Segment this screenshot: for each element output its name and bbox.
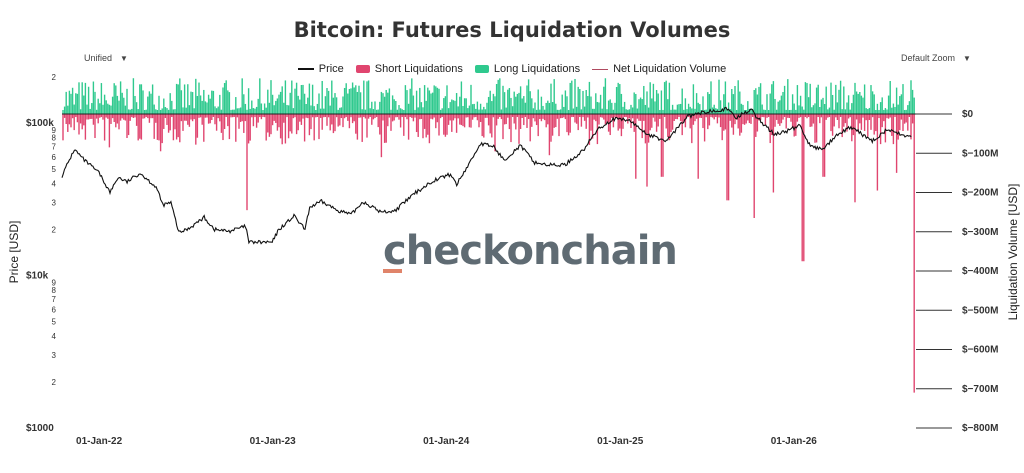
x-tick-label: 01-Jan-26 (771, 436, 818, 447)
unified-selector[interactable]: Unified ▼ (84, 53, 128, 63)
left-tick-label: 6 (52, 153, 57, 162)
zoom-selector-label: Default Zoom (901, 53, 956, 63)
right-tick-label: $0 (962, 109, 974, 120)
right-tick-label: $−100M (962, 148, 998, 159)
legend-block-swatch (474, 65, 489, 73)
right-tick-label: $−200M (962, 188, 998, 199)
watermark-underline (383, 269, 402, 273)
legend-block-swatch (355, 65, 370, 73)
right-tick-label: $−700M (962, 384, 998, 395)
left-tick-label: 9 (52, 126, 57, 135)
chart-legend: Price Short Liquidations Long Liquidatio… (0, 63, 1024, 75)
legend-label: Net Liquidation Volume (613, 63, 727, 75)
left-tick-label: 2 (52, 73, 57, 82)
right-tick-label: $−500M (962, 305, 998, 316)
left-tick-label: $100k (26, 118, 54, 129)
legend-item-net[interactable]: Net Liquidation Volume (592, 63, 726, 75)
left-tick-label: $1000 (26, 423, 54, 434)
left-tick-label: 4 (52, 180, 57, 189)
legend-line-swatch (297, 68, 314, 70)
left-tick-label: 4 (52, 332, 57, 341)
x-axis-ticks: 01-Jan-22 01-Jan-23 01-Jan-24 01-Jan-25 01-J… (76, 436, 817, 447)
left-tick-label: 7 (52, 143, 57, 152)
legend-label: Long Liquidations (493, 63, 581, 75)
left-tick-label: 9 (52, 278, 57, 287)
right-tick-label: $−400M (962, 266, 998, 277)
x-tick-label: 01-Jan-23 (250, 436, 297, 447)
left-tick-label: 3 (52, 351, 57, 360)
legend-label: Price (318, 63, 344, 75)
left-tick-label: 8 (52, 134, 57, 143)
unified-selector-label: Unified (84, 53, 113, 63)
x-tick-label: 01-Jan-24 (423, 436, 470, 447)
legend-item-price[interactable]: Price (297, 63, 344, 75)
chevron-down-icon: ▼ (120, 54, 128, 63)
right-tick-label: $−600M (962, 345, 998, 356)
left-tick-label: 7 (52, 295, 57, 304)
left-tick-label: 3 (52, 199, 57, 208)
chevron-down-icon: ▼ (963, 54, 971, 63)
right-tick-label: $−300M (962, 227, 998, 238)
legend-label: Short Liquidations (374, 63, 463, 75)
left-tick-label: 5 (52, 165, 57, 174)
chart-title: Bitcoin: Futures Liquidation Volumes (293, 18, 731, 42)
right-tick-label: $−800M (962, 423, 998, 434)
left-tick-label: 6 (52, 305, 57, 314)
left-tick-label: 5 (52, 317, 57, 326)
watermark-logo: checkonchain (383, 228, 678, 274)
right-axis-ticks: $0 $−100M $−200M $−300M $−400M $−500M $−600M $−… (916, 109, 998, 434)
x-tick-label: 01-Jan-22 (76, 436, 123, 447)
left-tick-label: 2 (52, 378, 57, 387)
price-series (61, 106, 912, 245)
left-tick-label: 8 (52, 286, 57, 295)
legend-line-swatch (592, 68, 609, 70)
legend-item-short[interactable]: Short Liquidations (355, 63, 463, 75)
left-tick-label: $10k (26, 270, 49, 281)
x-tick-label: 01-Jan-25 (597, 436, 644, 447)
long-liquidations-area (62, 78, 915, 114)
zoom-selector[interactable]: Default Zoom ▼ (901, 53, 971, 63)
price-line (61, 106, 912, 245)
left-tick-label: 2 (52, 226, 57, 235)
legend-item-long[interactable]: Long Liquidations (474, 63, 581, 75)
